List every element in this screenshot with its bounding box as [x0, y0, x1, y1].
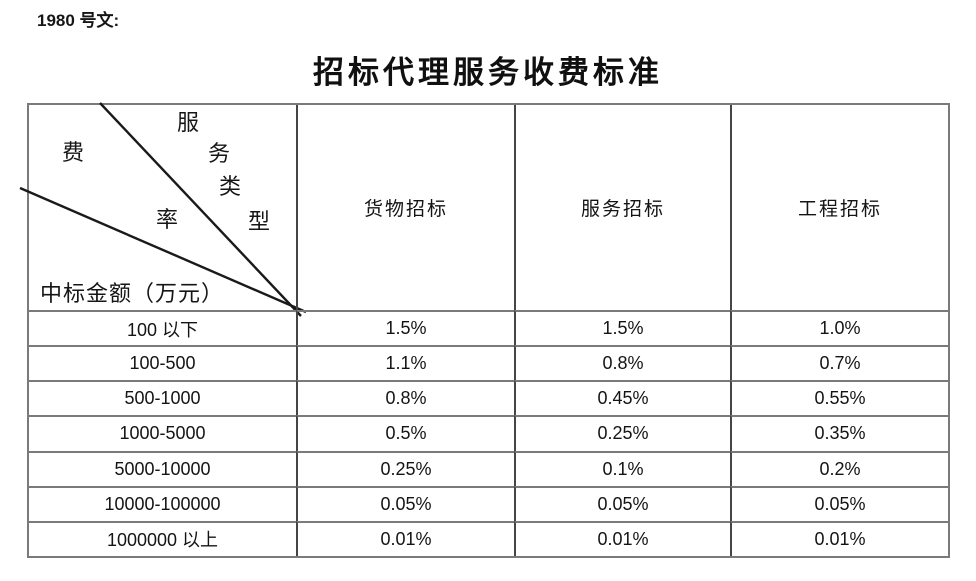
rate-cell: 0.1%	[514, 450, 730, 486]
rate-cell: 0.05%	[514, 485, 730, 521]
col-header-services: 服务招标	[514, 105, 730, 310]
rate-cell: 0.01%	[296, 520, 514, 556]
service-type-char: 服	[177, 110, 200, 135]
fee-char: 费	[62, 140, 85, 165]
rate-cell: 0.05%	[730, 485, 948, 521]
rate-cell: 0.01%	[514, 520, 730, 556]
page-title: 招标代理服务收费标准	[313, 55, 663, 90]
rate-cell: 0.55%	[730, 380, 948, 416]
rate-cell: 0.8%	[514, 345, 730, 381]
row-range-cell: 100-500	[29, 345, 296, 380]
row-range-cell: 5000-10000	[29, 450, 296, 486]
corner-header-cell: 服 费 务 类 率 型 中标金额（万元）	[19, 102, 307, 317]
row-range-cell: 1000000 以上	[29, 520, 296, 556]
col-header-engineering: 工程招标	[730, 105, 948, 310]
rate-cell: 1.1%	[296, 345, 514, 381]
row-range-cell: 10000-100000	[29, 485, 296, 521]
rate-cell: 0.5%	[296, 415, 514, 451]
diagonal-lines	[19, 102, 307, 317]
rate-cell: 0.7%	[730, 345, 948, 381]
rate-cell: 1.5%	[296, 310, 514, 346]
row-range-cell: 500-1000	[29, 380, 296, 415]
rate-cell: 0.25%	[296, 450, 514, 486]
rate-cell: 0.35%	[730, 415, 948, 451]
amount-axis-label: 中标金额（万元）	[40, 281, 225, 306]
service-type-char: 务	[208, 141, 231, 166]
row-range-cell: 100 以下	[29, 310, 296, 345]
rate-cell: 0.45%	[514, 380, 730, 416]
rate-cell: 0.8%	[296, 380, 514, 416]
fee-standard-table: 服 费 务 类 率 型 中标金额（万元） 货物招标 服务招标 工程招标 100 …	[19, 102, 950, 558]
rate-cell: 0.05%	[296, 485, 514, 521]
col-header-goods: 货物招标	[296, 105, 514, 310]
service-type-char: 类	[219, 174, 242, 199]
service-type-char: 型	[248, 209, 271, 234]
rate-char: 率	[156, 207, 179, 232]
rate-cell: 0.2%	[730, 450, 948, 486]
doc-number: 1980 号文:	[37, 11, 120, 30]
rate-cell: 0.01%	[730, 520, 948, 556]
row-range-cell: 1000-5000	[29, 415, 296, 450]
rate-cell: 1.5%	[514, 310, 730, 346]
rate-cell: 0.25%	[514, 415, 730, 451]
rate-cell: 1.0%	[730, 310, 948, 346]
